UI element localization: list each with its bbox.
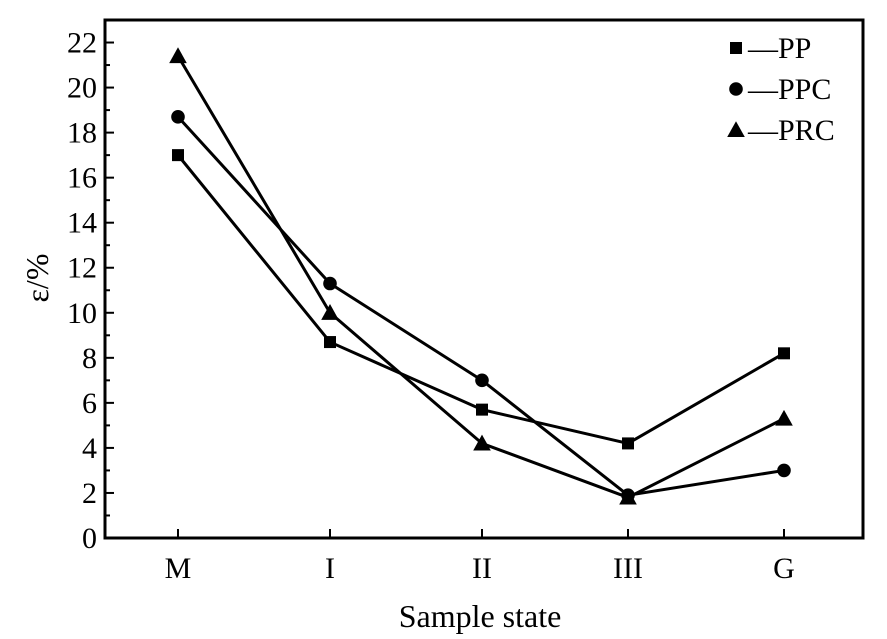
data-point (171, 110, 185, 124)
x-tick-label: III (613, 552, 643, 585)
legend-marker (730, 42, 742, 54)
series-line (176, 154, 785, 445)
data-point (172, 149, 184, 162)
data-point (775, 409, 793, 426)
legend-label: —PPC (747, 73, 831, 106)
y-tick-label: 8 (82, 342, 97, 375)
plot-frame (103, 18, 865, 540)
data-point (778, 347, 790, 360)
y-tick-label: 14 (67, 207, 97, 240)
y-tick-label: 12 (67, 252, 97, 285)
legend-label: —PRC (747, 114, 835, 147)
x-tick-label: I (325, 552, 335, 585)
data-point (323, 276, 337, 291)
x-tick-label: M (165, 552, 192, 585)
x-tick-label: II (472, 552, 492, 585)
data-point (619, 488, 637, 505)
data-point (169, 47, 187, 64)
data-point (476, 403, 488, 416)
y-tick-label: 4 (82, 432, 97, 465)
x-axis: M I II III G (165, 529, 795, 585)
legend: —PP —PPC —PRC (727, 32, 835, 147)
legend-marker (727, 121, 745, 138)
y-axis-title: ε/% (19, 254, 55, 303)
series-lines (176, 55, 785, 499)
legend-marker (729, 82, 743, 96)
series-line (176, 55, 785, 499)
y-tick-label: 2 (82, 477, 97, 510)
y-axis: 0 2 4 6 8 10 12 14 16 18 20 22 (67, 27, 114, 555)
y-tick-label: 20 (67, 72, 97, 105)
y-tick-label: 0 (82, 522, 97, 555)
y-tick-label: 6 (82, 387, 97, 420)
y-tick-label: 10 (67, 297, 97, 330)
data-point (324, 336, 336, 349)
x-axis-title: Sample state (399, 598, 562, 634)
data-point (622, 437, 634, 450)
data-point (473, 434, 491, 451)
y-tick-label: 18 (67, 117, 97, 150)
series-markers (169, 47, 793, 505)
data-point (777, 463, 791, 478)
legend-label: —PP (747, 32, 811, 65)
x-tick-label: G (773, 552, 795, 585)
y-tick-label: 22 (67, 27, 97, 60)
data-point (321, 303, 339, 320)
y-tick-label: 16 (67, 162, 97, 195)
data-point (475, 373, 489, 388)
